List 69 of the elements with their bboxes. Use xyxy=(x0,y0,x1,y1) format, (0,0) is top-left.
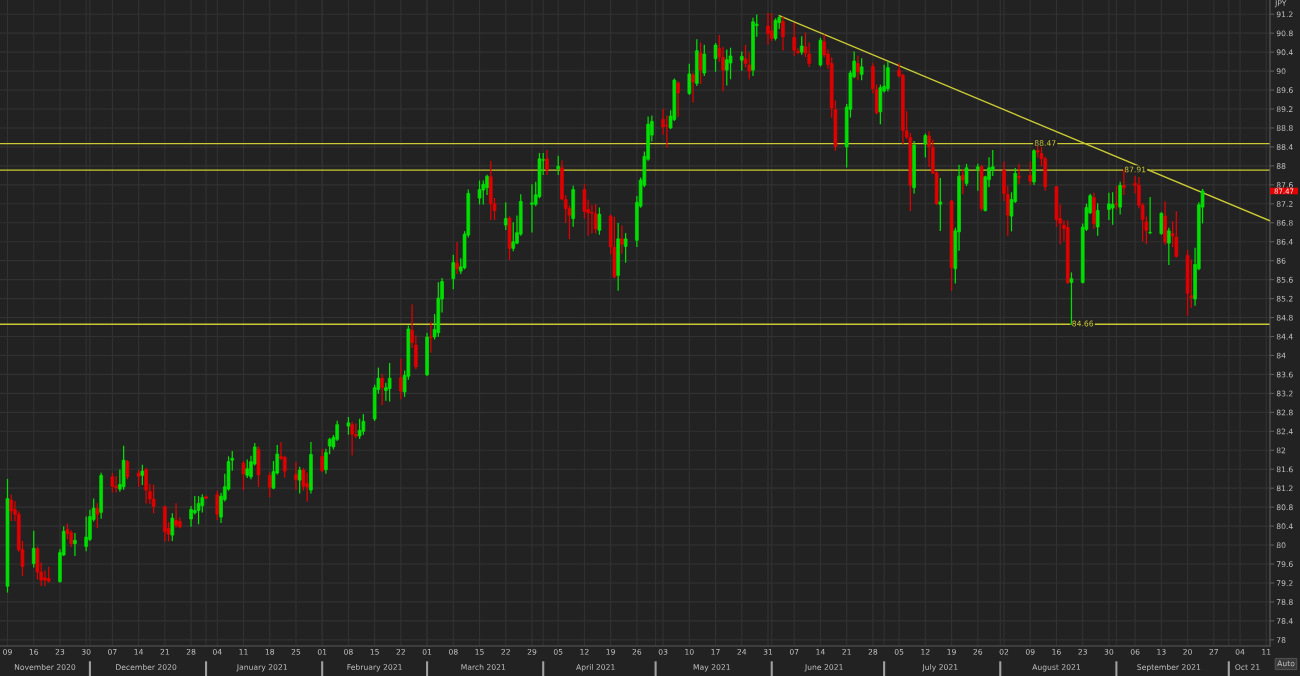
candlestick xyxy=(766,13,770,45)
candlestick xyxy=(503,202,508,231)
candlestick xyxy=(702,44,707,76)
candlestick xyxy=(597,207,602,235)
candlestick xyxy=(144,467,148,504)
candlestick xyxy=(713,42,718,72)
candlestick xyxy=(387,362,392,402)
candlestick xyxy=(95,503,100,529)
candlestick xyxy=(455,242,459,275)
candlestick xyxy=(151,484,156,514)
candlestick xyxy=(739,51,744,71)
candlestick xyxy=(1118,181,1122,215)
candlestick xyxy=(320,448,324,473)
candlestick xyxy=(305,472,310,502)
candlestick xyxy=(43,570,47,586)
candlestick xyxy=(620,225,624,254)
candlestick xyxy=(1028,161,1033,185)
candlestick xyxy=(769,13,774,41)
candlestick xyxy=(1017,163,1021,185)
candlestick xyxy=(380,374,384,405)
candlestick xyxy=(174,503,178,528)
candlestick xyxy=(676,81,680,117)
candlestick xyxy=(1159,212,1164,235)
candlestick xyxy=(170,513,175,541)
candlestick xyxy=(724,49,729,86)
candlestick xyxy=(781,16,785,51)
candlestick xyxy=(623,233,628,263)
candlestick xyxy=(1167,227,1171,266)
candlestick xyxy=(698,42,703,85)
candlestick xyxy=(357,418,362,440)
candlestick xyxy=(886,61,890,92)
candlestick xyxy=(792,23,797,57)
candlestick xyxy=(1148,197,1152,235)
candlestick xyxy=(1114,185,1119,210)
candlestick xyxy=(691,72,695,103)
candlestick xyxy=(773,18,778,41)
candlestick xyxy=(593,204,598,234)
candlestick xyxy=(1110,192,1115,225)
candlestick xyxy=(687,63,692,95)
candlestick xyxy=(361,414,366,435)
candlestick xyxy=(665,115,669,148)
candlestick xyxy=(1122,169,1126,195)
candlestick xyxy=(859,58,864,81)
candlestick xyxy=(511,222,516,252)
candlestick xyxy=(114,476,118,493)
candlestick xyxy=(1174,211,1179,258)
candlestick xyxy=(545,150,549,176)
candlestick xyxy=(1107,192,1111,221)
candlestick xyxy=(923,133,928,158)
candlestick xyxy=(399,358,403,400)
candlestick xyxy=(938,178,943,231)
candlestick xyxy=(294,461,298,490)
candlestick xyxy=(530,184,534,233)
candlestick xyxy=(350,421,354,456)
candlestick xyxy=(215,490,220,521)
candlestick xyxy=(125,460,130,480)
candlestick xyxy=(110,472,115,493)
candlestick xyxy=(964,163,969,186)
candlestick xyxy=(9,494,14,522)
candlestick xyxy=(975,163,980,191)
candlestick xyxy=(451,254,456,290)
candlestick xyxy=(1095,203,1100,236)
candlestick xyxy=(1069,272,1074,325)
candlestick xyxy=(477,180,482,205)
candlestick xyxy=(960,169,965,194)
candlestick xyxy=(73,533,77,557)
candlestick xyxy=(856,55,860,81)
candlestick xyxy=(429,322,433,353)
candlestick xyxy=(556,155,561,176)
